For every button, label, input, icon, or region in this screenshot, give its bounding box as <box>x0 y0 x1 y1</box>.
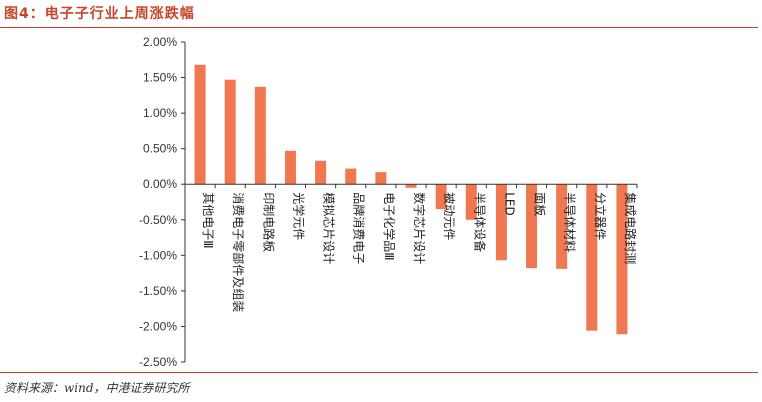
bar <box>284 150 296 185</box>
bar <box>224 79 236 185</box>
top-divider <box>0 27 758 28</box>
y-tick-label: -2.50% <box>139 355 177 369</box>
bar <box>345 168 357 185</box>
source-note: 资料来源：wind，中港证券研究所 <box>4 381 190 395</box>
category-label: 光学元件 <box>291 192 306 240</box>
bar <box>465 184 477 220</box>
category-label: 半导体设备 <box>472 192 486 252</box>
category-label: LED <box>502 192 516 216</box>
category-label: 其他电子Ⅲ <box>201 192 215 248</box>
bar <box>616 184 628 335</box>
y-tick-label: -0.50% <box>139 213 177 227</box>
bar <box>375 172 387 185</box>
category-label: 模拟芯片设计 <box>322 192 336 264</box>
y-tick-label: 1.00% <box>143 106 177 120</box>
category-label: 印制电路板 <box>261 192 276 252</box>
bar <box>405 184 417 188</box>
bottom-divider <box>0 372 758 373</box>
y-tick-label: -1.00% <box>139 248 177 262</box>
category-label: 分立器件 <box>593 192 608 240</box>
bar-chart: 2.00% 1.50% 1.00% 0.50% 0.00% -0.50% -1.00% -1.… <box>139 35 638 369</box>
category-label: 品牌消费电子 <box>352 192 366 264</box>
category-label: 半导体材料 <box>563 192 577 252</box>
bar <box>315 160 327 185</box>
y-tick-label: -2.00% <box>139 319 177 333</box>
bar <box>586 184 598 331</box>
x-axis <box>185 183 638 189</box>
y-tick-label: 0.00% <box>143 177 177 191</box>
y-axis: 2.00% 1.50% 1.00% 0.50% 0.00% -0.50% -1.00% -1.… <box>139 35 186 369</box>
bar <box>556 184 568 269</box>
y-tick-label: 2.00% <box>143 35 177 49</box>
category-label: 集成电路封测 <box>623 192 638 264</box>
category-labels: 其他电子Ⅲ 消费电子零部件及组装 印制电路板 光学元件 模拟芯片设计 品牌消费电子 电子化学… <box>201 192 638 312</box>
bar <box>435 184 447 210</box>
y-tick-label: -1.50% <box>139 284 177 298</box>
y-tick-label: 1.50% <box>143 71 177 85</box>
y-tick-label: 0.50% <box>143 142 177 156</box>
bar <box>194 64 206 185</box>
bar <box>254 86 266 185</box>
category-label: 消费电子零部件及组装 <box>231 192 246 312</box>
category-label: 被动元件 <box>442 192 456 240</box>
chart-title: 图4：电子子行业上周涨跌幅 <box>4 6 195 22</box>
bar <box>495 184 507 261</box>
bars <box>194 64 628 335</box>
category-label: 面板 <box>533 192 547 216</box>
bar <box>526 184 538 269</box>
category-label: 数字芯片设计 <box>412 192 427 264</box>
category-label: 电子化学品Ⅲ <box>382 192 397 260</box>
